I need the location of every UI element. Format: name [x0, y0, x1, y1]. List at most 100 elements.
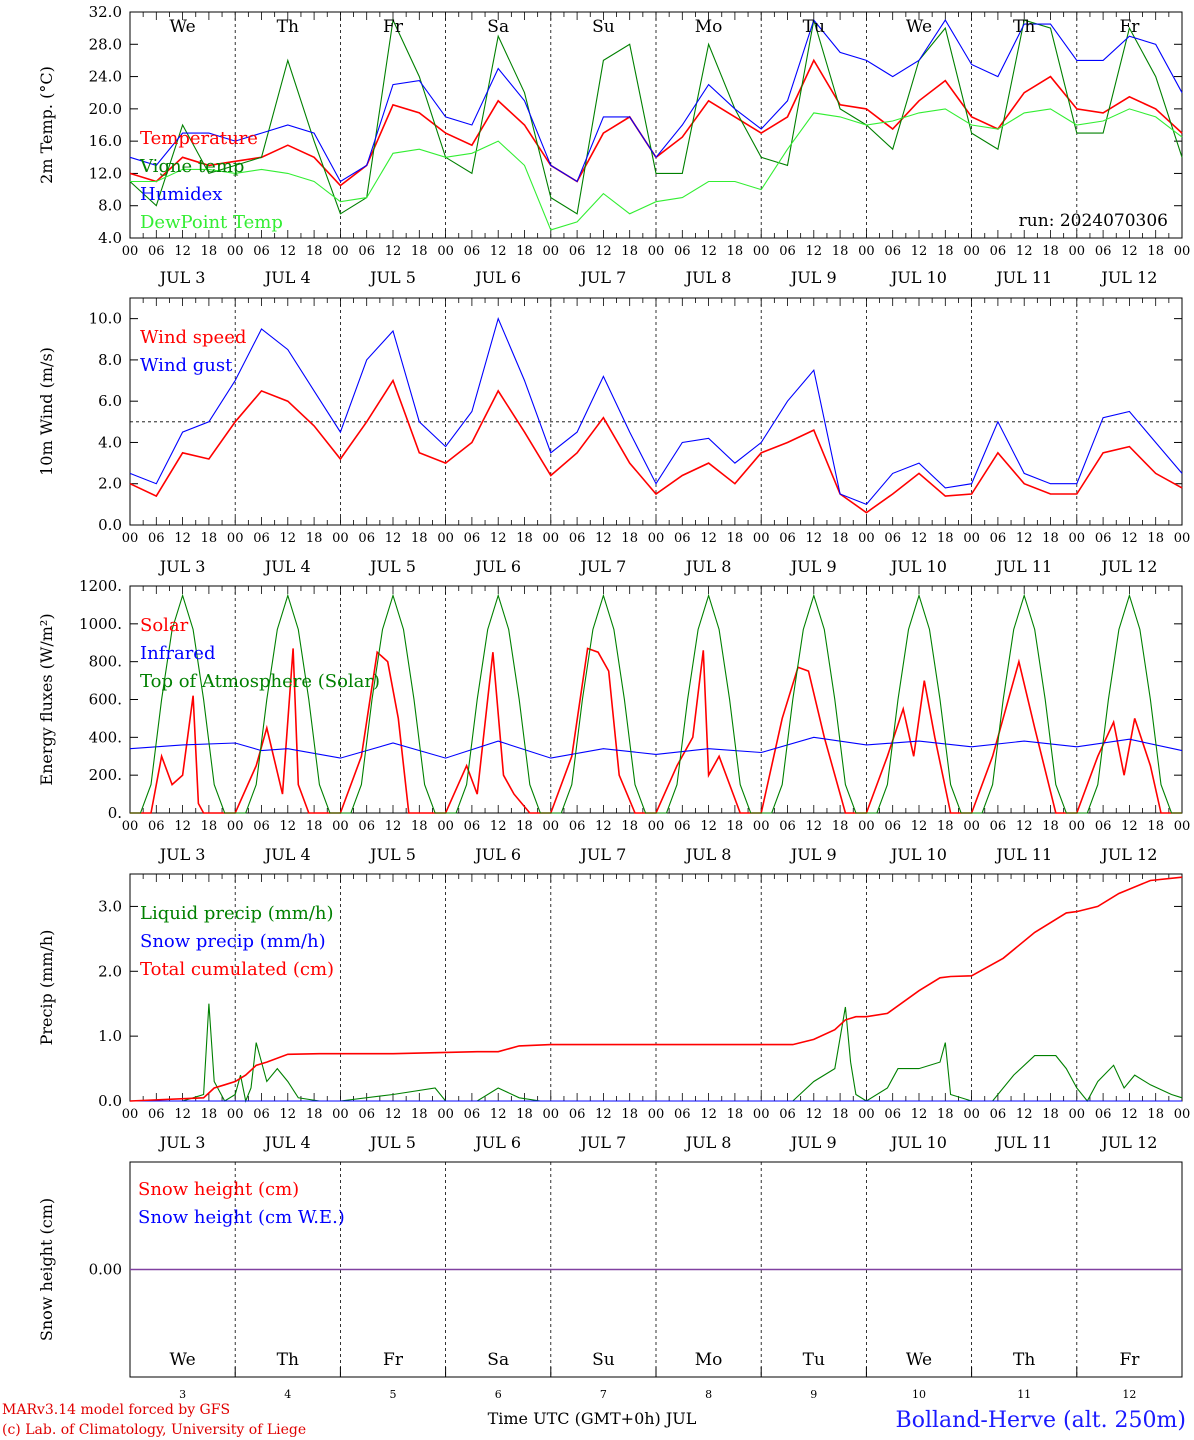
day-number-label: 11: [1017, 1388, 1031, 1401]
weekday-label: Fr: [1119, 17, 1140, 37]
x-hour-label: 00: [1174, 531, 1191, 546]
x-hour-label: 18: [727, 819, 744, 834]
x-hour-label: 18: [1147, 531, 1164, 546]
series-group: [129, 593, 1183, 814]
x-hour-label: 00: [332, 531, 349, 546]
x-date-label: JUL 3: [158, 845, 206, 864]
x-hour-label: 18: [411, 531, 428, 546]
weekday-label: Tu: [803, 17, 825, 37]
x-date-label: JUL 5: [368, 557, 416, 576]
x-date-label: JUL 9: [789, 268, 837, 287]
y-tick-label: 1000.: [79, 615, 122, 633]
x-hour-label: 06: [358, 244, 375, 259]
x-hour-label: 06: [779, 244, 796, 259]
x-hour-label: 00: [122, 819, 139, 834]
x-date-label: JUL 6: [473, 845, 521, 864]
x-hour-label: 18: [937, 531, 954, 546]
day-number-label: 8: [705, 1388, 712, 1401]
weekday-label: Mo: [695, 1350, 723, 1370]
x-date-label: JUL 9: [789, 845, 837, 864]
x-hour-label: 00: [1069, 531, 1086, 546]
x-date-label: JUL 7: [579, 1133, 627, 1152]
x-hour-label: 06: [569, 244, 586, 259]
x-hour-label: 18: [201, 531, 218, 546]
x-hour-label: 18: [516, 531, 533, 546]
x-date-label: JUL 9: [789, 1133, 837, 1152]
legend-entry: DewPoint Temp: [140, 212, 283, 233]
x-hour-label: 00: [437, 1107, 454, 1122]
legend-entry: Top of Atmosphere (Solar): [140, 671, 380, 692]
x-hour-label: 00: [1069, 1107, 1086, 1122]
legend-entry: Snow height (cm W.E.): [138, 1207, 345, 1228]
x-hour-label: 12: [280, 1107, 297, 1122]
x-hour-label: 12: [911, 1107, 928, 1122]
x-hour-label: 12: [1016, 819, 1033, 834]
x-hour-label: 06: [464, 244, 481, 259]
x-date-label: JUL 3: [158, 268, 206, 287]
weekday-label: Fr: [383, 17, 404, 37]
x-hour-label: 00: [227, 1107, 244, 1122]
x-date-label: JUL 4: [263, 1133, 311, 1152]
legend-entry: Liquid precip (mm/h): [140, 903, 334, 924]
x-hour-label: 00: [963, 819, 980, 834]
x-hour-label: 18: [621, 819, 638, 834]
x-hour-label: 18: [937, 244, 954, 259]
x-hour-label: 12: [1016, 1107, 1033, 1122]
x-hour-label: 06: [884, 531, 901, 546]
x-hour-label: 06: [148, 244, 165, 259]
x-hour-label: 12: [595, 1107, 612, 1122]
x-hour-label: 18: [201, 1107, 218, 1122]
x-date-label: JUL 11: [994, 1133, 1052, 1152]
x-hour-label: 18: [832, 1107, 849, 1122]
x-hour-label: 00: [1174, 244, 1191, 259]
weekday-label: Tu: [803, 1350, 825, 1370]
x-hour-label: 06: [1095, 531, 1112, 546]
x-date-label: JUL 6: [473, 1133, 521, 1152]
x-hour-label: 00: [858, 1107, 875, 1122]
x-hour-label: 12: [1121, 244, 1138, 259]
x-date-label: JUL 7: [579, 268, 627, 287]
x-hour-label: 12: [385, 819, 402, 834]
x-hour-label: 12: [385, 1107, 402, 1122]
x-hour-label: 12: [806, 1107, 823, 1122]
weekday-label: Mo: [695, 17, 723, 37]
x-hour-label: 12: [280, 531, 297, 546]
x-hour-label: 06: [569, 819, 586, 834]
x-hour-label: 00: [753, 531, 770, 546]
x-hour-label: 06: [990, 244, 1007, 259]
x-hour-label: 12: [280, 819, 297, 834]
x-hour-label: 12: [911, 531, 928, 546]
y-tick-label: 12.0: [89, 164, 122, 182]
x-hour-label: 00: [227, 244, 244, 259]
x-hour-label: 00: [227, 819, 244, 834]
x-hour-label: 00: [437, 244, 454, 259]
x-hour-label: 18: [621, 244, 638, 259]
x-hour-label: 12: [490, 531, 507, 546]
x-hour-label: 18: [306, 1107, 323, 1122]
x-hour-label: 06: [1095, 819, 1112, 834]
series-line: [129, 378, 1183, 514]
x-hour-label: 18: [727, 1107, 744, 1122]
x-hour-label: 12: [911, 819, 928, 834]
legend-entry: Snow height (cm): [138, 1179, 299, 1200]
x-hour-label: 06: [358, 819, 375, 834]
y-tick-label: 200.: [89, 766, 122, 784]
y-axis-label: Energy fluxes (W/m²): [37, 613, 56, 785]
x-hour-label: 12: [595, 531, 612, 546]
x-hour-label: 00: [1174, 819, 1191, 834]
y-tick-label: 1200.: [79, 577, 122, 595]
weekday-label: We: [170, 1350, 196, 1370]
y-tick-label: 2.0: [98, 475, 122, 493]
panel-5: We Th Fr Sa Su Mo Tu We Th Fr 3 4 5 6 7 8 9 10 11 12 0.00 Sno…: [37, 1161, 1183, 1401]
x-hour-label: 12: [1121, 819, 1138, 834]
x-hour-label: 06: [990, 1107, 1007, 1122]
series-line: [129, 876, 1183, 1102]
x-date-label: JUL 11: [994, 268, 1052, 287]
y-tick-label: 20.0: [89, 100, 122, 118]
x-hour-label: 06: [464, 819, 481, 834]
x-date-label: JUL 6: [473, 268, 521, 287]
legend-entry: Humidex: [140, 184, 222, 205]
y-tick-label: 8.0: [98, 351, 122, 369]
x-hour-label: 12: [1016, 244, 1033, 259]
x-hour-label: 00: [858, 244, 875, 259]
